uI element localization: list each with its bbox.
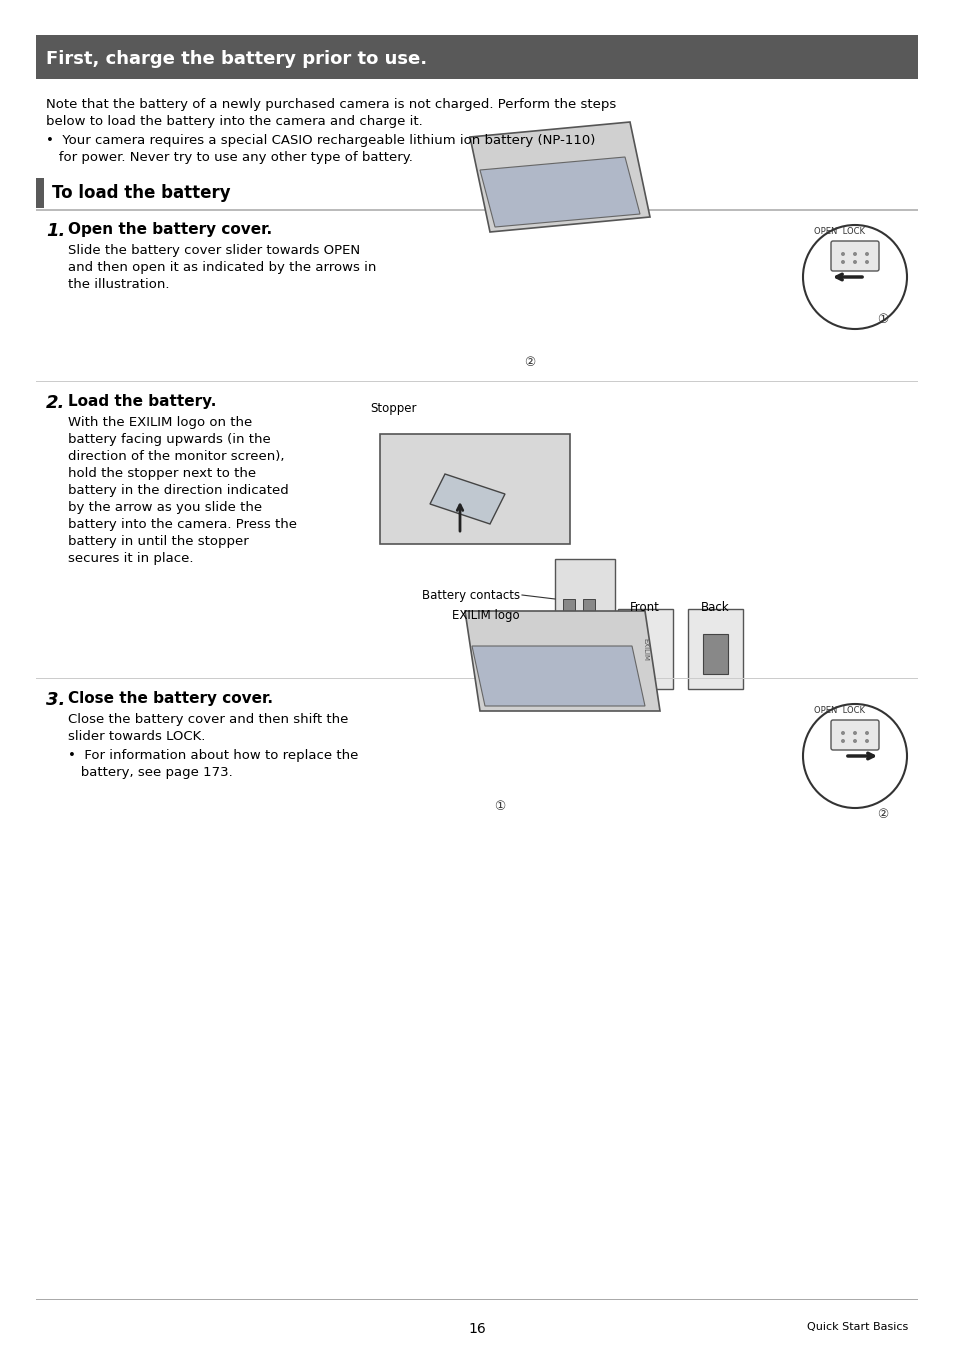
Text: 1.: 1. <box>46 223 66 240</box>
Text: Open the battery cover.: Open the battery cover. <box>68 223 272 237</box>
Circle shape <box>802 704 906 807</box>
Bar <box>555 559 615 639</box>
Polygon shape <box>430 474 504 524</box>
Bar <box>36 178 44 208</box>
Circle shape <box>802 225 906 328</box>
Polygon shape <box>379 434 569 544</box>
Circle shape <box>864 740 868 744</box>
Text: Slide the battery cover slider towards OPEN: Slide the battery cover slider towards O… <box>68 244 359 256</box>
Text: Load the battery.: Load the battery. <box>68 394 216 408</box>
Text: First, charge the battery prior to use.: First, charge the battery prior to use. <box>46 50 427 68</box>
Polygon shape <box>470 122 649 232</box>
Text: Front: Front <box>629 601 659 613</box>
Polygon shape <box>464 611 659 711</box>
Polygon shape <box>479 157 639 227</box>
Circle shape <box>841 740 844 744</box>
Bar <box>36 1299 917 1300</box>
Bar <box>582 598 595 630</box>
Circle shape <box>864 252 868 256</box>
Bar <box>618 609 672 689</box>
Circle shape <box>841 252 844 256</box>
Text: •  For information about how to replace the: • For information about how to replace t… <box>68 749 358 763</box>
Circle shape <box>852 261 856 265</box>
Bar <box>36 35 917 79</box>
Text: With the EXILIM logo on the: With the EXILIM logo on the <box>68 417 252 429</box>
Text: ②: ② <box>524 356 535 369</box>
Circle shape <box>852 731 856 735</box>
Text: Close the battery cover and then shift the: Close the battery cover and then shift t… <box>68 712 348 726</box>
Text: 3.: 3. <box>46 691 66 708</box>
Text: OPEN  LOCK: OPEN LOCK <box>814 706 864 715</box>
Text: by the arrow as you slide the: by the arrow as you slide the <box>68 501 262 514</box>
Circle shape <box>852 740 856 744</box>
Text: the illustration.: the illustration. <box>68 278 170 290</box>
FancyBboxPatch shape <box>830 242 878 271</box>
Text: battery, see page 173.: battery, see page 173. <box>68 765 233 779</box>
Text: OPEN  LOCK: OPEN LOCK <box>814 227 864 236</box>
Text: EXILIM logo: EXILIM logo <box>452 609 519 622</box>
Text: hold the stopper next to the: hold the stopper next to the <box>68 467 255 480</box>
Circle shape <box>864 731 868 735</box>
Text: 16: 16 <box>468 1322 485 1337</box>
Circle shape <box>852 252 856 256</box>
Bar <box>562 598 575 630</box>
Text: battery facing upwards (in the: battery facing upwards (in the <box>68 433 271 446</box>
Text: for power. Never try to use any other type of battery.: for power. Never try to use any other ty… <box>46 151 413 164</box>
Bar <box>702 634 727 674</box>
Text: To load the battery: To load the battery <box>52 185 231 202</box>
Text: below to load the battery into the camera and charge it.: below to load the battery into the camer… <box>46 115 422 128</box>
Text: Close the battery cover.: Close the battery cover. <box>68 691 273 706</box>
Text: secures it in place.: secures it in place. <box>68 552 193 565</box>
Text: battery into the camera. Press the: battery into the camera. Press the <box>68 518 296 531</box>
Text: Note that the battery of a newly purchased camera is not charged. Perform the st: Note that the battery of a newly purchas… <box>46 98 616 111</box>
Circle shape <box>864 261 868 265</box>
Circle shape <box>841 731 844 735</box>
Bar <box>687 609 742 689</box>
Text: Battery contacts: Battery contacts <box>421 589 519 603</box>
Text: battery in until the stopper: battery in until the stopper <box>68 535 249 548</box>
Circle shape <box>841 261 844 265</box>
Text: ②: ② <box>877 807 887 821</box>
Text: Quick Start Basics: Quick Start Basics <box>806 1322 907 1333</box>
Text: Stopper: Stopper <box>370 402 416 415</box>
Text: direction of the monitor screen),: direction of the monitor screen), <box>68 451 284 463</box>
Text: 2.: 2. <box>46 394 66 413</box>
Text: •  Your camera requires a special CASIO rechargeable lithium ion battery (NP-110: • Your camera requires a special CASIO r… <box>46 134 595 147</box>
Text: and then open it as indicated by the arrows in: and then open it as indicated by the arr… <box>68 261 376 274</box>
FancyBboxPatch shape <box>830 721 878 750</box>
Text: EXILIM: EXILIM <box>641 638 647 661</box>
Text: ①: ① <box>877 312 887 326</box>
Text: battery in the direction indicated: battery in the direction indicated <box>68 484 289 497</box>
Text: slider towards LOCK.: slider towards LOCK. <box>68 730 205 744</box>
Text: Back: Back <box>700 601 728 613</box>
Polygon shape <box>472 646 644 706</box>
Bar <box>36 209 917 210</box>
Text: ①: ① <box>494 799 505 813</box>
